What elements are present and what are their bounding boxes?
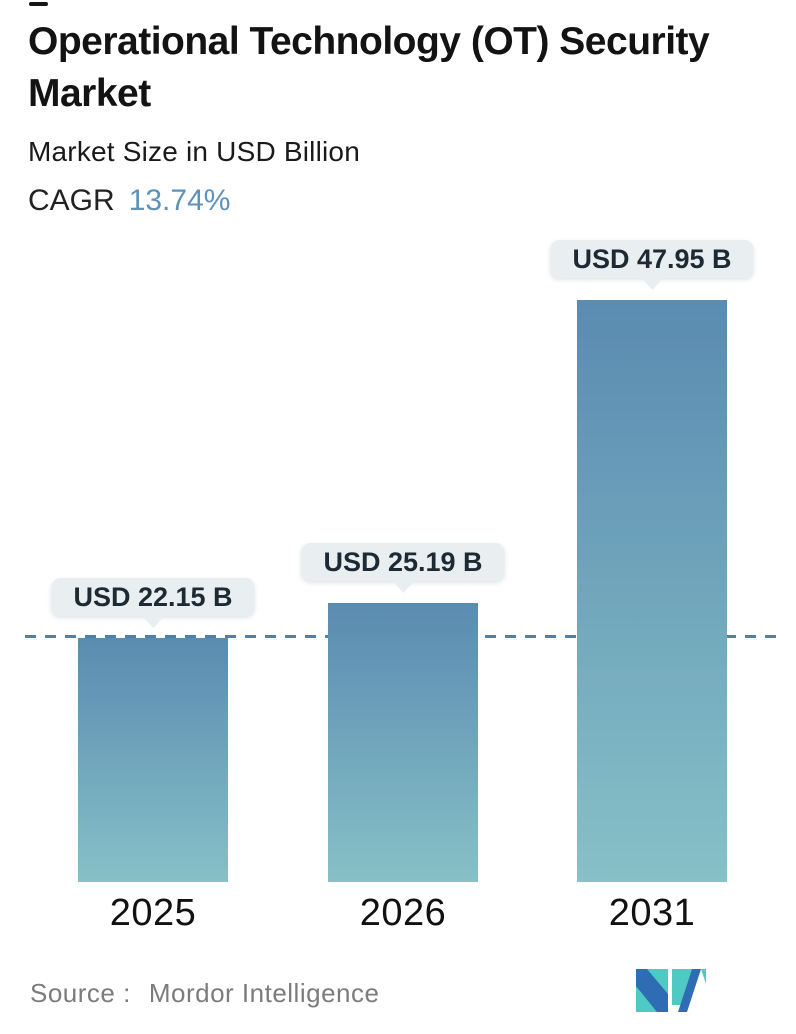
chart-title-line-2: Market	[28, 71, 151, 115]
source-label: Source :	[30, 978, 131, 1008]
bar-2026	[328, 603, 478, 882]
x-axis-label-2025: 2025	[109, 892, 197, 934]
x-axis-label-2031: 2031	[608, 892, 696, 934]
cagr-label: CAGR	[28, 184, 115, 217]
value-label-2026: USD 25.19 B	[301, 543, 505, 593]
bar-2025	[78, 638, 228, 882]
source-value: Mordor Intelligence	[148, 978, 380, 1008]
chart-title: Operational Technology (OT) Security Mar…	[28, 16, 773, 120]
screenshot-crop-artifact	[29, 2, 48, 6]
chart-subtitle: Market Size in USD Billion	[28, 136, 360, 167]
value-label-2025: USD 22.15 B	[51, 578, 255, 628]
x-axis-label-2026: 2026	[359, 892, 447, 934]
bar-2031	[577, 300, 727, 882]
chart-title-line-1: Operational Technology (OT) Security	[28, 20, 710, 63]
cagr-value: 13.74%	[128, 184, 231, 217]
cagr-row: CAGR 13.74%	[28, 184, 230, 218]
value-label-2031: USD 47.95 B	[550, 240, 754, 290]
mordor-intelligence-logo	[636, 969, 706, 1012]
source-text: Source : Mordor Intelligence	[30, 978, 379, 1009]
